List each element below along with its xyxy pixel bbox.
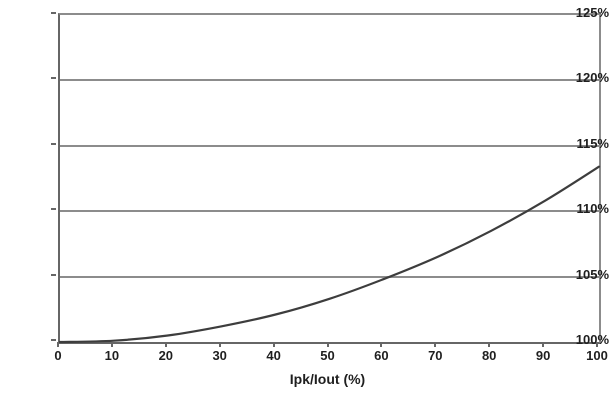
y-tick-label: 115% xyxy=(576,135,609,151)
h-gridline xyxy=(60,210,599,213)
x-tick-mark xyxy=(596,342,598,347)
x-tick-label: 20 xyxy=(158,348,174,363)
x-tick-label: 70 xyxy=(428,348,443,363)
y-tick-label: 105% xyxy=(575,266,609,282)
x-tick-mark xyxy=(272,342,275,347)
h-gridline xyxy=(60,275,599,278)
x-tick-label: 100 xyxy=(586,348,608,363)
x-tick-mark xyxy=(57,342,59,347)
x-tick-label: 60 xyxy=(374,348,389,363)
x-tick-label: 50 xyxy=(320,348,335,363)
y-tick-label: 100% xyxy=(575,332,609,347)
x-tick-label: 40 xyxy=(266,348,281,363)
y-tick-label: 120% xyxy=(575,70,609,86)
x-tick-label: 30 xyxy=(212,348,227,363)
x-tick-label: 10 xyxy=(104,348,120,363)
h-gridline xyxy=(60,144,599,147)
y-tick-mark xyxy=(51,273,56,276)
x-tick-mark xyxy=(434,342,437,347)
y-tick-mark xyxy=(51,12,56,14)
plot-area xyxy=(58,13,601,344)
x-tick-label: 90 xyxy=(535,348,551,363)
y-tick-label: 125% xyxy=(575,5,609,20)
x-tick-mark xyxy=(218,342,221,347)
x-tick-mark xyxy=(488,342,491,347)
x-tick-label: 0 xyxy=(54,348,62,363)
x-tick-label: 80 xyxy=(481,348,497,363)
h-gridline xyxy=(60,79,599,82)
y-tick-label: 110% xyxy=(576,201,609,217)
x-tick-mark xyxy=(110,342,113,347)
x-axis-title: Ipk/Iout (%) xyxy=(289,371,366,387)
series-line xyxy=(58,165,601,344)
y-tick-mark xyxy=(51,339,56,341)
x-tick-mark xyxy=(164,342,167,347)
y-tick-mark xyxy=(51,208,56,211)
x-tick-mark xyxy=(542,342,545,347)
series-curve-svg xyxy=(58,165,601,344)
x-tick-mark xyxy=(326,342,329,347)
y-tick-mark xyxy=(51,142,56,145)
y-tick-mark xyxy=(51,77,56,80)
x-tick-mark xyxy=(380,342,383,347)
